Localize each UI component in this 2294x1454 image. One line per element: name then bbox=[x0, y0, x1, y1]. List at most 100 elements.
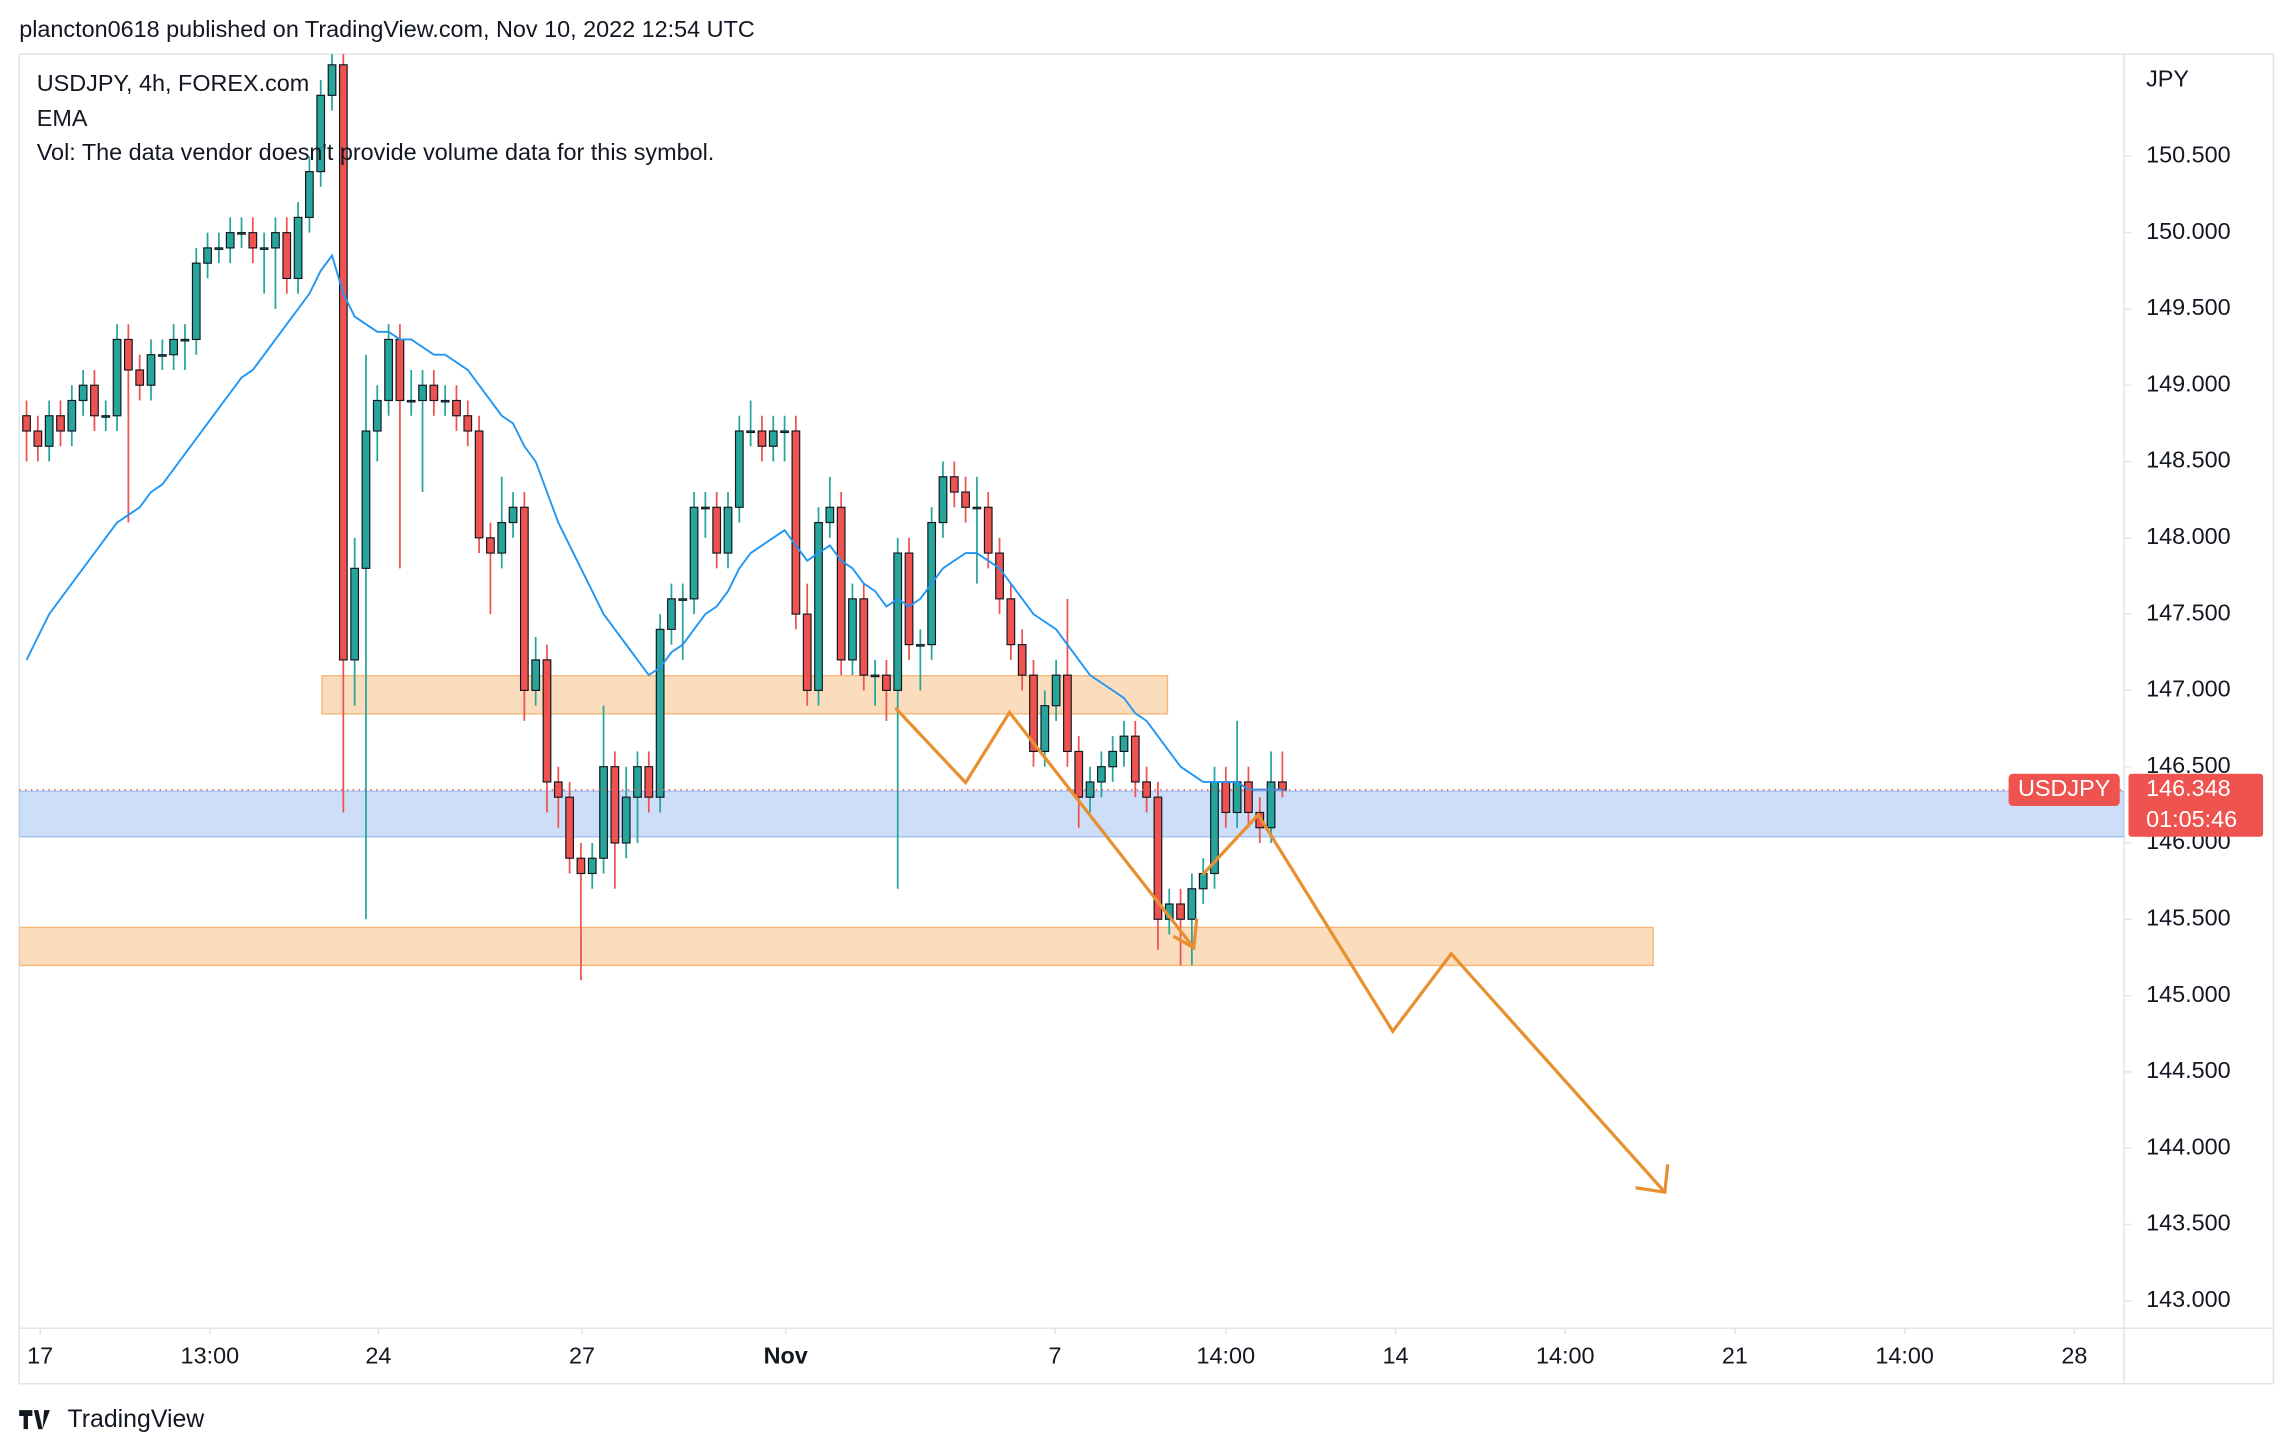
projection bbox=[894, 706, 1670, 1195]
candle-body bbox=[1176, 903, 1185, 920]
candle-body bbox=[531, 659, 541, 691]
header: plancton0618 published on TradingView.co… bbox=[19, 16, 755, 42]
candle-body bbox=[802, 613, 812, 691]
candle-body bbox=[486, 537, 495, 554]
y-tick-label: 150.000 bbox=[2146, 218, 2231, 244]
x-tick-label: 7 bbox=[1048, 1343, 1061, 1369]
candle-body bbox=[1017, 644, 1027, 676]
candle-body bbox=[44, 415, 54, 447]
y-tick-label: 149.000 bbox=[2146, 370, 2231, 396]
candle-body bbox=[135, 369, 145, 386]
candle-body bbox=[972, 506, 982, 510]
candle-body bbox=[565, 796, 575, 859]
y-tick-label: 144.000 bbox=[2146, 1133, 2231, 1159]
candle-body bbox=[361, 430, 371, 569]
candle-body bbox=[904, 552, 914, 646]
candle-body bbox=[859, 598, 869, 676]
candle-body bbox=[700, 506, 710, 510]
candle-body bbox=[882, 674, 891, 691]
candle-body bbox=[123, 338, 133, 371]
symbol-tag bbox=[2008, 773, 2120, 806]
candle-body bbox=[112, 338, 122, 417]
y-tick-label: 149.500 bbox=[2146, 294, 2231, 320]
y-tick-label: 146.500 bbox=[2146, 752, 2231, 778]
candle-body bbox=[1244, 781, 1253, 814]
candle-body bbox=[338, 64, 348, 661]
candle-body bbox=[610, 766, 620, 844]
candle-body bbox=[938, 476, 948, 524]
symbol-tag-label: USDJPY bbox=[2018, 775, 2111, 801]
candle-body bbox=[305, 171, 314, 218]
y-tick-label: 148.000 bbox=[2146, 523, 2231, 549]
candle-body bbox=[33, 430, 43, 447]
y-tick-label: 145.000 bbox=[2146, 981, 2231, 1007]
candle-body bbox=[848, 598, 857, 661]
candle-body bbox=[1266, 781, 1276, 829]
footer: TradingView bbox=[67, 1405, 205, 1433]
candle-body bbox=[293, 216, 303, 280]
zone bbox=[19, 926, 1654, 967]
y-tick-label: 143.000 bbox=[2146, 1286, 2231, 1312]
candle-body bbox=[1029, 674, 1038, 753]
ema-line bbox=[25, 253, 1283, 791]
candle-body bbox=[90, 384, 99, 417]
candle-body bbox=[621, 796, 631, 844]
legend-symbol: USDJPY, 4h, FOREX.com bbox=[37, 70, 310, 96]
logo: TradingView bbox=[19, 1405, 205, 1433]
x-tick-label: 14 bbox=[1383, 1343, 1409, 1369]
candle-body bbox=[101, 415, 111, 418]
candle-body bbox=[1153, 796, 1163, 920]
candle-body bbox=[1198, 872, 1208, 890]
candle-body bbox=[870, 674, 880, 678]
y-tick-label: 145.500 bbox=[2146, 904, 2231, 930]
candle-body bbox=[814, 521, 823, 691]
x-tick-label: 24 bbox=[365, 1343, 391, 1369]
candle-body bbox=[1130, 735, 1140, 783]
candle-body bbox=[146, 354, 156, 386]
candle-body bbox=[429, 384, 439, 402]
candle-body bbox=[452, 399, 461, 417]
zone bbox=[19, 790, 2125, 838]
candle-body bbox=[169, 338, 179, 356]
arrow-head bbox=[1635, 1164, 1670, 1195]
candle-body bbox=[78, 384, 88, 402]
candle-body bbox=[327, 64, 337, 96]
x-tick-label: 14:00 bbox=[1536, 1343, 1595, 1369]
candle-body bbox=[633, 766, 642, 798]
legend-ema: EMA bbox=[37, 105, 88, 131]
candle-body bbox=[1006, 598, 1016, 646]
candle-body bbox=[497, 521, 507, 554]
y-tick-label: 150.500 bbox=[2146, 142, 2231, 168]
candle-body bbox=[418, 384, 427, 402]
candle-body bbox=[440, 399, 450, 403]
candle-body bbox=[463, 415, 473, 432]
candle-body bbox=[372, 399, 382, 432]
candle-body bbox=[225, 232, 235, 249]
candle-body bbox=[746, 430, 756, 434]
logo-mark bbox=[19, 1410, 50, 1430]
candle-body bbox=[576, 857, 586, 875]
candle-body bbox=[599, 766, 608, 859]
y-tick-label: 148.500 bbox=[2146, 447, 2231, 473]
candle-body bbox=[791, 430, 801, 615]
x-tick-label: 14:00 bbox=[1197, 1343, 1256, 1369]
x-tick-label: 28 bbox=[2061, 1343, 2087, 1369]
candle-body bbox=[734, 430, 744, 508]
x-tick-label: 21 bbox=[1722, 1343, 1748, 1369]
candle-body bbox=[474, 430, 484, 539]
price-tag-label: 146.348 bbox=[2146, 775, 2231, 801]
legend-volume: Vol: The data vendor doesn't provide vol… bbox=[37, 139, 715, 165]
candle-body bbox=[893, 552, 903, 691]
candle-body bbox=[1187, 888, 1197, 920]
candle-body bbox=[825, 506, 835, 524]
arrow-head bbox=[1172, 918, 1199, 951]
candle-body bbox=[384, 338, 393, 402]
candle-body bbox=[248, 232, 258, 249]
candle-body bbox=[1063, 674, 1072, 753]
candle-body bbox=[519, 506, 529, 691]
candle-body bbox=[587, 857, 597, 875]
x-tick-label: Nov bbox=[764, 1343, 808, 1369]
projection-line bbox=[1201, 812, 1667, 1194]
candle-body bbox=[56, 415, 65, 432]
